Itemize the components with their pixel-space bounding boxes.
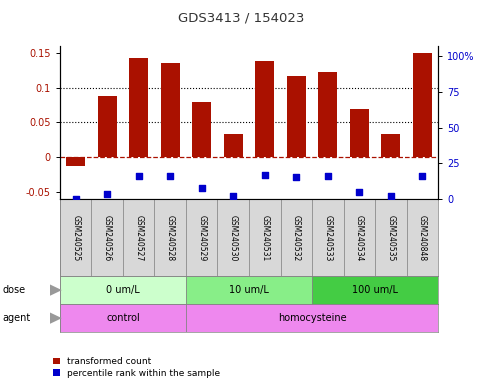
Bar — [343, 199, 375, 276]
Bar — [186, 276, 312, 304]
Bar — [155, 199, 186, 276]
Bar — [60, 304, 186, 332]
Bar — [98, 96, 116, 157]
Text: GSM240531: GSM240531 — [260, 215, 269, 261]
Bar — [375, 199, 407, 276]
Text: 10 um/L: 10 um/L — [229, 285, 269, 295]
Text: GSM240527: GSM240527 — [134, 215, 143, 261]
Text: GDS3413 / 154023: GDS3413 / 154023 — [178, 12, 305, 25]
Bar — [224, 134, 242, 157]
Bar — [256, 61, 274, 157]
Point — [261, 172, 269, 178]
Text: GSM240529: GSM240529 — [197, 215, 206, 261]
Bar — [350, 109, 369, 157]
Bar — [161, 63, 180, 157]
Point — [292, 174, 300, 180]
Point — [103, 191, 111, 197]
Polygon shape — [50, 313, 62, 324]
Bar — [91, 199, 123, 276]
Text: dose: dose — [2, 285, 26, 295]
Text: homocysteine: homocysteine — [278, 313, 346, 323]
Legend: transformed count, percentile rank within the sample: transformed count, percentile rank withi… — [53, 357, 220, 377]
Text: agent: agent — [2, 313, 30, 323]
Bar — [249, 199, 281, 276]
Point — [418, 172, 426, 179]
Text: 0 um/L: 0 um/L — [106, 285, 140, 295]
Point — [324, 172, 332, 179]
Bar — [186, 304, 438, 332]
Bar — [318, 72, 337, 157]
Text: GSM240525: GSM240525 — [71, 215, 80, 261]
Point — [198, 185, 206, 191]
Text: GSM240848: GSM240848 — [418, 215, 427, 261]
Bar — [66, 157, 85, 166]
Bar — [192, 101, 211, 157]
Text: GSM240535: GSM240535 — [386, 215, 395, 261]
Bar — [123, 199, 155, 276]
Point — [166, 172, 174, 179]
Point — [387, 193, 395, 199]
Text: GSM240532: GSM240532 — [292, 215, 301, 261]
Text: GSM240534: GSM240534 — [355, 215, 364, 261]
Bar — [312, 276, 438, 304]
Bar — [60, 276, 186, 304]
Point — [135, 172, 142, 179]
Bar — [287, 76, 306, 157]
Point — [355, 189, 363, 195]
Bar — [382, 134, 400, 157]
Text: 100 um/L: 100 um/L — [352, 285, 398, 295]
Text: GSM240530: GSM240530 — [229, 215, 238, 261]
Polygon shape — [50, 284, 62, 296]
Text: GSM240533: GSM240533 — [323, 215, 332, 261]
Bar — [60, 199, 91, 276]
Text: GSM240526: GSM240526 — [103, 215, 112, 261]
Point — [72, 195, 80, 202]
Point — [229, 194, 237, 200]
Bar — [129, 58, 148, 157]
Bar — [312, 199, 343, 276]
Bar — [217, 199, 249, 276]
Bar — [413, 53, 432, 157]
Bar — [407, 199, 438, 276]
Text: control: control — [106, 313, 140, 323]
Bar — [281, 199, 312, 276]
Text: GSM240528: GSM240528 — [166, 215, 175, 261]
Bar — [186, 199, 217, 276]
